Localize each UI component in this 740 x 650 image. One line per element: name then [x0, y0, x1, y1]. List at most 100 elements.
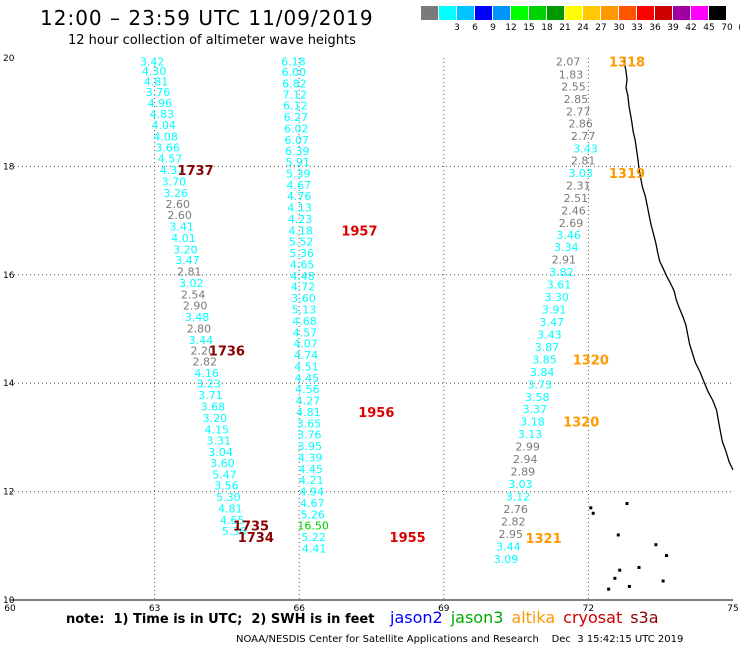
wave-height-label: 6.02 — [284, 122, 309, 135]
legend-label: 33 — [631, 23, 643, 33]
legend-label: 39 — [667, 23, 679, 33]
y-tick-label: 16 — [3, 271, 15, 281]
wave-height-label: 3.60 — [210, 457, 235, 470]
wave-height-label: 3.76 — [146, 86, 171, 99]
wave-height-label: 3.03 — [568, 167, 593, 180]
wave-height-label: 4.41 — [302, 543, 327, 556]
pass-time-label: 1735 — [233, 520, 269, 535]
wave-height-label: 3.04 — [208, 446, 233, 459]
wave-height-label: 5.91 — [286, 156, 311, 169]
wave-height-label: 3.13 — [518, 428, 543, 441]
wave-height-label: 2.91 — [552, 254, 577, 267]
wave-height-label: 3.41 — [169, 221, 194, 234]
wave-height-label: 3.70 — [162, 176, 187, 189]
wave-height-label: 2.77 — [566, 106, 591, 119]
wave-height-label: 3.44 — [496, 540, 521, 553]
wave-height-label: 4.16 — [194, 367, 219, 380]
wave-height-label: 4.08 — [153, 131, 178, 144]
wave-height-label: 4.37 — [160, 164, 185, 177]
legend-swatch — [439, 6, 456, 20]
legend-unit: (ft) — [733, 23, 740, 33]
legend-swatch — [673, 6, 690, 20]
wave-height-label: 5.36 — [289, 247, 314, 260]
wave-height-label: 7.12 — [283, 88, 308, 101]
wave-height-label: 3.12 — [506, 490, 531, 503]
wave-height-label: 4.56 — [295, 383, 320, 396]
wave-height-label: 3.44 — [189, 334, 214, 347]
wave-height-label: 2.46 — [561, 204, 586, 217]
wave-height-label: 5.22 — [301, 531, 326, 544]
wave-height-label: 4.01 — [171, 232, 196, 245]
island-mark — [661, 579, 665, 583]
legend-label: 3 — [454, 23, 460, 33]
wave-height-label: 2.94 — [513, 453, 538, 466]
wave-height-label: 3.65 — [297, 417, 322, 430]
wave-height-label: 3.43 — [573, 143, 598, 156]
wave-height-label: 6.82 — [282, 77, 307, 90]
x-tick-label: 72 — [583, 604, 594, 614]
wave-height-label: 4.13 — [287, 202, 312, 215]
y-tick-label: 18 — [3, 162, 15, 172]
wave-height-label: 3.02 — [179, 277, 204, 290]
wave-height-label: 3.42 — [140, 55, 165, 68]
wave-height-label: 3.18 — [520, 416, 545, 429]
pass-time-label: 1737 — [177, 164, 213, 179]
wave-height-label: 4.57 — [293, 326, 318, 339]
legend-label: 9 — [490, 23, 496, 33]
legend-swatch — [691, 6, 708, 20]
wave-height-label: 4.04 — [152, 119, 177, 132]
wave-height-label: 4.45 — [299, 463, 324, 476]
wave-height-label: 2.82 — [192, 356, 217, 369]
wave-height-label: 2.90 — [183, 300, 208, 313]
legend-swatch — [655, 6, 672, 20]
wave-height-label: 3.95 — [298, 440, 323, 453]
wave-height-label: 4.27 — [296, 395, 321, 408]
wave-height-label: 3.30 — [544, 291, 569, 304]
wave-height-label: 4.67 — [286, 179, 311, 192]
pass-time-label: 1955 — [390, 531, 426, 546]
wave-height-label: 3.73 — [527, 378, 552, 391]
wave-height-label: 3.03 — [508, 478, 533, 491]
wave-height-label: 4.68 — [292, 315, 317, 328]
wave-height-label: 3.87 — [535, 341, 560, 354]
chart-subtitle: 12 hour collection of altimeter wave hei… — [68, 33, 356, 48]
island-mark — [616, 533, 620, 537]
legend-swatch — [475, 6, 492, 20]
wave-height-label: 3.43 — [537, 328, 562, 341]
wave-height-label: 4.94 — [299, 486, 324, 499]
wave-height-label: 4.65 — [290, 259, 315, 272]
wave-height-label: 4.74 — [294, 349, 319, 362]
wave-height-label: 2.82 — [501, 515, 526, 528]
wave-height-label: 5.52 — [289, 236, 314, 249]
x-tick-label: 63 — [149, 604, 160, 614]
wave-height-label: 4.83 — [150, 108, 175, 121]
pass-time-label: 1318 — [609, 55, 645, 70]
pass-time-label: 1956 — [358, 406, 394, 421]
satellite-legend: jason2 jason3 altika cryosat s3a — [390, 608, 667, 627]
satellite-name: altika — [511, 608, 556, 627]
island-mark — [618, 568, 622, 572]
wave-height-label: 2.55 — [561, 81, 586, 94]
legend-label: 24 — [577, 23, 589, 33]
wave-height-label: 3.34 — [554, 241, 579, 254]
wave-height-label: 2.20 — [191, 345, 216, 358]
wave-height-label: 5.36 — [222, 525, 247, 538]
wave-height-label: 2.81 — [177, 266, 202, 279]
wave-height-label: 4.21 — [299, 474, 324, 487]
island-mark — [589, 506, 593, 510]
pass-time-label: 1319 — [609, 167, 645, 182]
coastline — [589, 56, 734, 591]
wave-height-label: 2.85 — [564, 93, 589, 106]
wave-height-label: 3.84 — [530, 366, 555, 379]
wave-height-label: 4.15 — [205, 423, 230, 436]
wave-height-label: 3.56 — [214, 480, 239, 493]
wave-height-label: 3.47 — [175, 254, 200, 267]
pass-time-label: 1320 — [573, 353, 609, 368]
legend-swatch — [493, 6, 510, 20]
island-mark — [613, 576, 617, 580]
pass-time-label: 1734 — [238, 531, 274, 546]
wave-height-label: 5.39 — [286, 167, 311, 180]
wave-height-label: 2.54 — [181, 288, 206, 301]
wave-height-label: 3.82 — [549, 266, 574, 279]
